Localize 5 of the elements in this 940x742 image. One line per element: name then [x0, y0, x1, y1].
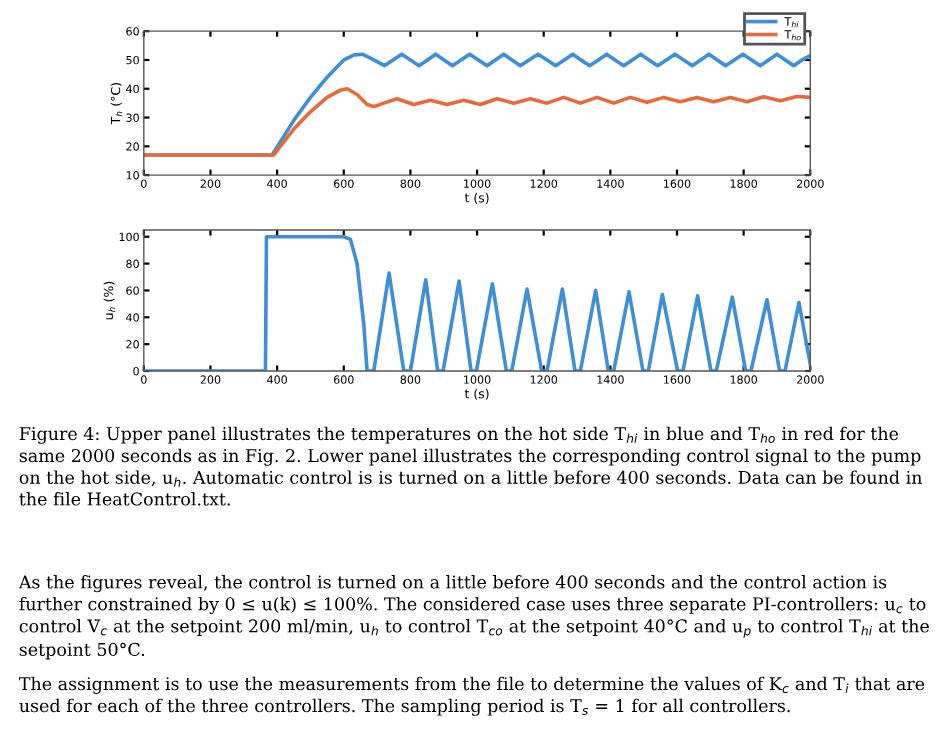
line-series	[143, 86, 811, 157]
text: Figure 4: Upper panel illustrates the temperatures on the hot side T$_{hi}$ in blue and T$_{ho}$ in red for the same 2000 seconds as in Fig. 2. Lower panel illustrates the corresponding control signal to the pump on the hot side, u$_{h}$. Automatic control is is turned on a little before 400 seconds. Data can be found in the file HeatControl.txt.	[19, 426, 922, 506]
text: As the figures reveal, the control is turned on a little before 400 seconds and the control action is further constrained by 0 ≤ u(k) ≤ 100%. The considered case uses three separate PI-controllers: u$_{c}$ to control V̇$_{c}$ at the setpoint 200 ml/min, u$_{h}$ to control T$_{co}$ at the setpoint 40°C and u$_{p}$ to control T$_{hi}$ at the setpoint 50°C.	[18, 575, 929, 660]
line-series	[143, 234, 811, 371]
text: The assignment is to use the measurements from the file to determine the values of K$_{c}$ and T$_{i}$ that are used for each of the three controllers. The sampling period is T$_{s}$ = 1 for all controllers.	[18, 676, 925, 716]
